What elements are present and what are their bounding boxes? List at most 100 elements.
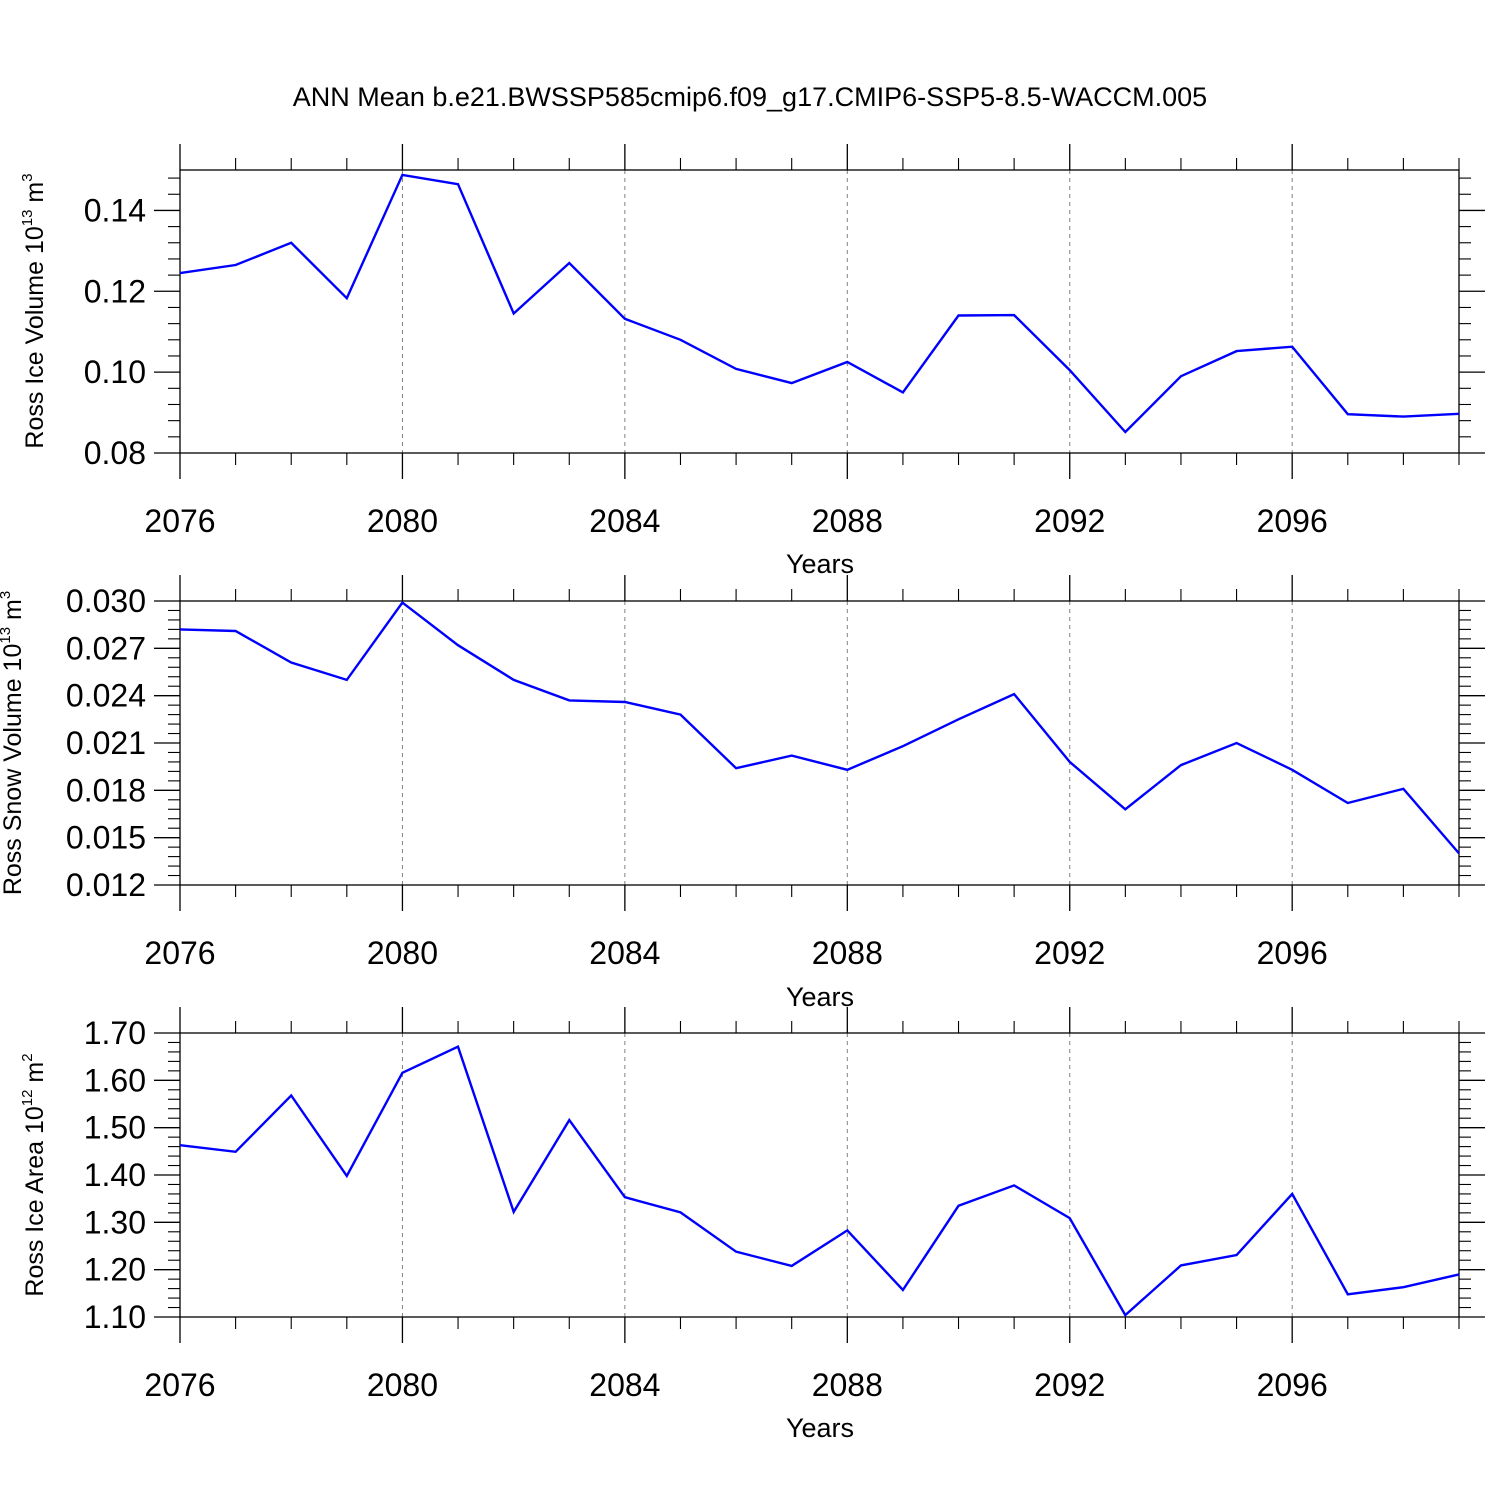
y-axis-label-part: Ross Snow Volume 10	[0, 644, 27, 896]
x-tick-label: 2080	[367, 1367, 438, 1403]
data-point	[234, 263, 238, 267]
y-tick-label: 0.021	[66, 725, 146, 761]
data-point	[623, 700, 627, 704]
y-axis-label: Ross Ice Volume 1013 m3	[19, 173, 49, 448]
y-tick-label: 1.70	[84, 1015, 146, 1051]
data-point	[289, 661, 293, 665]
data-point	[1290, 345, 1294, 349]
y-tick-label: 1.60	[84, 1062, 146, 1098]
x-tick-label: 2088	[812, 1367, 883, 1403]
y-tick-label: 1.40	[84, 1157, 146, 1193]
panels: 0.08 0.10 0.12 0.14 2076 2080 2084 2088 2092 2096…	[0, 144, 1485, 1443]
x-tick-label: 2088	[812, 503, 883, 539]
data-point	[1012, 692, 1016, 696]
y-axis-label-superscript: 3	[19, 173, 36, 181]
y-axis-label: Ross Ice Area 1012 m2	[19, 1053, 49, 1296]
x-tick-label: 2076	[144, 935, 215, 971]
x-tick-label: 2084	[589, 503, 660, 539]
data-point	[1235, 1253, 1239, 1257]
x-axis-label: Years	[786, 1413, 854, 1443]
data-point	[1068, 368, 1072, 372]
data-point	[1012, 313, 1016, 317]
data-point	[1179, 1263, 1183, 1267]
y-tick-label: 0.012	[66, 867, 146, 903]
data-point	[567, 698, 571, 702]
x-axis-label: Years	[786, 982, 854, 1012]
data-point	[1123, 807, 1127, 811]
data-point	[623, 1195, 627, 1199]
chart-title: ANN Mean b.e21.BWSSP585cmip6.f09_g17.CMI…	[293, 82, 1207, 112]
data-point	[289, 241, 293, 245]
data-point	[1346, 412, 1350, 416]
data-point	[400, 601, 404, 605]
data-point	[845, 360, 849, 364]
data-point	[734, 1250, 738, 1254]
panel-2: 0.012 0.015 0.018 0.021 0.024 0.027 0.030 2076 2…	[0, 575, 1485, 1012]
x-tick-label: 2096	[1257, 1367, 1328, 1403]
data-point	[1457, 1272, 1461, 1276]
data-point	[1068, 760, 1072, 764]
data-point	[1346, 801, 1350, 805]
data-point	[289, 1093, 293, 1097]
y-axis-label-part: m	[0, 599, 27, 627]
data-point	[400, 1071, 404, 1075]
panel-1: 0.08 0.10 0.12 0.14 2076 2080 2084 2088 2092 2096…	[19, 144, 1485, 579]
data-point	[678, 713, 682, 717]
y-tick-label: 0.14	[84, 192, 146, 228]
data-point	[678, 338, 682, 342]
x-tick-label: 2096	[1257, 503, 1328, 539]
data-point	[512, 1210, 516, 1214]
data-point	[734, 766, 738, 770]
series-line	[179, 600, 1460, 855]
x-tick-label: 2088	[812, 935, 883, 971]
data-point	[1179, 763, 1183, 767]
y-tick-label: 1.30	[84, 1204, 146, 1240]
y-tick-label: 0.12	[84, 273, 146, 309]
data-point	[1457, 412, 1461, 416]
data-point	[234, 1150, 238, 1154]
series-line	[179, 1045, 1460, 1317]
data-point	[1401, 415, 1405, 419]
data-point	[567, 1118, 571, 1122]
y-tick-label: 0.027	[66, 630, 146, 666]
data-point	[901, 390, 905, 394]
data-point	[845, 1228, 849, 1232]
data-point	[678, 1210, 682, 1214]
x-tick-label: 2092	[1034, 1367, 1105, 1403]
series-line	[179, 173, 1460, 434]
data-point	[178, 1143, 182, 1147]
y-axis-label-superscript: 13	[0, 627, 14, 644]
data-point	[178, 271, 182, 275]
data-point	[345, 1174, 349, 1178]
x-tick-label: 2092	[1034, 935, 1105, 971]
x-tick-label: 2092	[1034, 503, 1105, 539]
data-point	[456, 1045, 460, 1049]
data-point	[790, 1264, 794, 1268]
data-point	[456, 643, 460, 647]
y-tick-label: 1.10	[84, 1299, 146, 1335]
plot-frame	[179, 169, 1460, 454]
x-tick-label: 2080	[367, 935, 438, 971]
y-axis-label: Ross Snow Volume 1013 m3	[0, 591, 27, 895]
data-point	[1290, 768, 1294, 772]
x-tick-label: 2076	[144, 503, 215, 539]
y-axis-label-part: Ross Ice Volume 10	[21, 226, 49, 448]
data-point	[901, 744, 905, 748]
data-point	[623, 317, 627, 321]
data-point	[957, 314, 961, 318]
x-tick-label: 2084	[589, 935, 660, 971]
data-point	[1290, 1192, 1294, 1196]
y-tick-label: 0.08	[84, 435, 146, 471]
data-point	[1235, 349, 1239, 353]
data-point	[957, 1204, 961, 1208]
y-tick-label: 1.20	[84, 1252, 146, 1288]
y-axis-label-part: Ross Ice Area 10	[21, 1106, 49, 1296]
y-axis-label-part: m	[21, 182, 49, 210]
data-point	[512, 312, 516, 316]
data-point	[790, 381, 794, 385]
data-point	[234, 629, 238, 633]
y-tick-label: 1.50	[84, 1110, 146, 1146]
y-axis-label-superscript: 13	[19, 210, 36, 227]
